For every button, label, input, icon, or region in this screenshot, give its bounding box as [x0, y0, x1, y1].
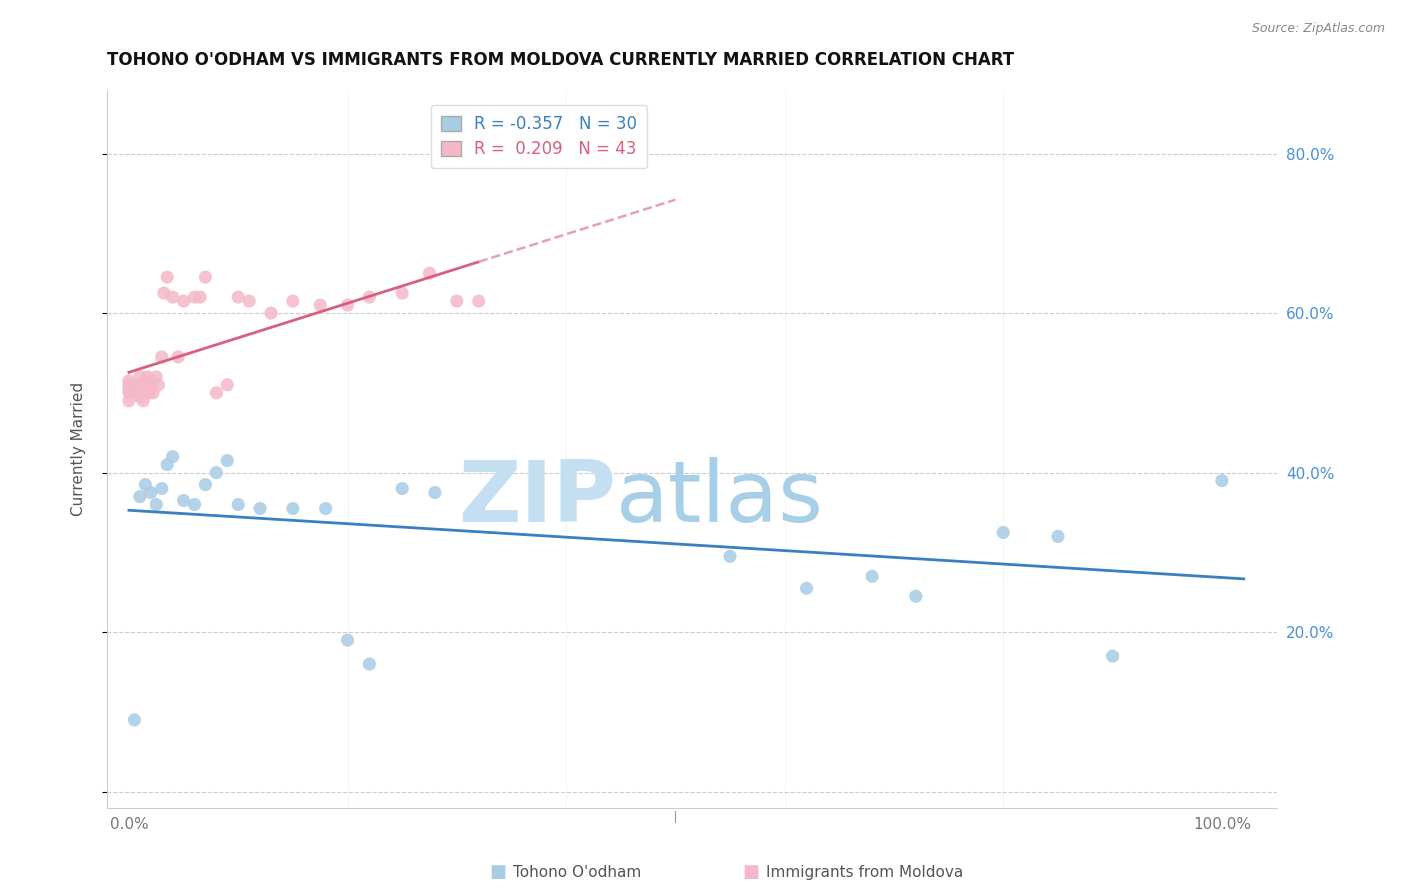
Point	[467, 294, 489, 309]
Text: ZIP: ZIP	[458, 458, 616, 541]
Point	[391, 286, 413, 301]
Point	[860, 569, 883, 583]
Point	[132, 393, 155, 408]
Point	[188, 290, 211, 304]
Point	[134, 477, 156, 491]
Point	[162, 290, 184, 304]
Point	[1211, 474, 1233, 488]
Point	[128, 390, 150, 404]
Point	[167, 350, 190, 364]
Point	[205, 385, 228, 400]
Point	[125, 385, 148, 400]
Point	[194, 270, 217, 285]
Point	[315, 501, 337, 516]
Point	[205, 466, 228, 480]
Point	[281, 501, 304, 516]
Point	[156, 458, 179, 472]
Point	[156, 270, 179, 285]
Point	[128, 370, 150, 384]
Point	[145, 498, 167, 512]
Point	[118, 393, 141, 408]
Point	[138, 385, 160, 400]
Point	[150, 482, 173, 496]
Point	[124, 713, 146, 727]
Text: TOHONO O'ODHAM VS IMMIGRANTS FROM MOLDOVA CURRENTLY MARRIED CORRELATION CHART: TOHONO O'ODHAM VS IMMIGRANTS FROM MOLDOV…	[107, 51, 1014, 69]
Point	[183, 498, 205, 512]
Point	[217, 377, 239, 392]
Point	[336, 298, 359, 312]
Point	[118, 377, 141, 392]
Point	[145, 370, 167, 384]
Point	[226, 290, 249, 304]
Point	[142, 385, 165, 400]
Point	[226, 498, 249, 512]
Point	[336, 633, 359, 648]
Point	[118, 382, 141, 396]
Point	[139, 377, 162, 392]
Point	[124, 377, 146, 392]
Point	[121, 382, 143, 396]
Point	[238, 294, 260, 309]
Text: ■: ■	[742, 863, 759, 881]
Point	[993, 525, 1015, 540]
Point	[718, 549, 741, 564]
Point	[194, 477, 217, 491]
Point	[127, 377, 149, 392]
Point	[418, 266, 440, 280]
Point	[423, 485, 446, 500]
Text: ■: ■	[489, 863, 506, 881]
Text: atlas: atlas	[616, 458, 824, 541]
Legend: R = -0.357   N = 30, R =  0.209   N = 43: R = -0.357 N = 30, R = 0.209 N = 43	[432, 105, 648, 168]
Point	[904, 589, 927, 603]
Point	[183, 290, 205, 304]
Point	[131, 377, 153, 392]
Point	[446, 294, 468, 309]
Point	[128, 490, 150, 504]
Point	[217, 453, 239, 467]
Point	[153, 286, 176, 301]
Point	[118, 374, 141, 388]
Text: Source: ZipAtlas.com: Source: ZipAtlas.com	[1251, 22, 1385, 36]
Point	[391, 482, 413, 496]
Point	[309, 298, 332, 312]
Point	[139, 485, 162, 500]
Point	[173, 294, 195, 309]
Text: Tohono O'odham: Tohono O'odham	[513, 865, 641, 880]
Point	[1101, 649, 1123, 664]
Text: Immigrants from Moldova: Immigrants from Moldova	[766, 865, 963, 880]
Point	[162, 450, 184, 464]
Point	[796, 582, 818, 596]
Point	[260, 306, 283, 320]
Point	[173, 493, 195, 508]
Point	[134, 377, 156, 392]
Point	[150, 350, 173, 364]
Point	[359, 290, 381, 304]
Point	[467, 501, 489, 516]
Point	[359, 657, 381, 671]
Point	[139, 374, 162, 388]
Point	[249, 501, 271, 516]
Point	[1046, 529, 1069, 543]
Point	[281, 294, 304, 309]
Point	[136, 370, 159, 384]
Point	[148, 377, 170, 392]
Y-axis label: Currently Married: Currently Married	[72, 382, 86, 516]
Point	[118, 385, 141, 400]
